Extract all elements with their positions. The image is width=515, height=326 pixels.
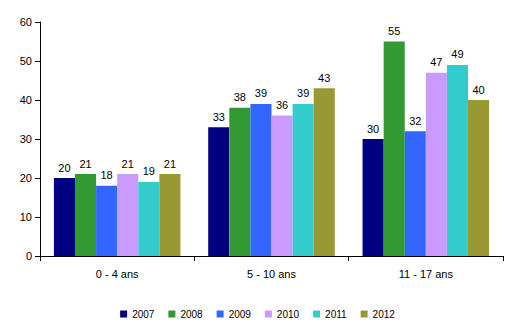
svg-text:2007: 2007 [132, 309, 155, 320]
svg-text:47: 47 [430, 56, 442, 68]
svg-text:55: 55 [388, 25, 400, 37]
svg-text:0: 0 [26, 250, 32, 262]
svg-text:20: 20 [58, 162, 70, 174]
svg-text:5 - 10 ans: 5 - 10 ans [247, 268, 296, 280]
svg-text:2009: 2009 [229, 309, 252, 320]
svg-text:33: 33 [213, 111, 225, 123]
svg-text:2011: 2011 [325, 309, 347, 320]
svg-text:50: 50 [20, 55, 32, 67]
svg-text:38: 38 [234, 91, 246, 103]
svg-text:20: 20 [20, 172, 32, 184]
svg-text:40: 40 [472, 84, 484, 96]
svg-text:10: 10 [20, 211, 32, 223]
svg-text:30: 30 [367, 123, 379, 135]
svg-text:30: 30 [20, 133, 32, 145]
svg-text:40: 40 [20, 94, 32, 106]
svg-text:0 - 4 ans: 0 - 4 ans [96, 268, 139, 280]
svg-text:36: 36 [276, 99, 288, 111]
svg-text:43: 43 [318, 72, 330, 84]
svg-text:18: 18 [100, 169, 112, 181]
svg-text:21: 21 [122, 158, 134, 170]
svg-text:21: 21 [164, 158, 176, 170]
svg-text:60: 60 [20, 16, 32, 28]
svg-text:39: 39 [297, 87, 309, 99]
svg-text:39: 39 [255, 87, 267, 99]
svg-text:21: 21 [79, 158, 91, 170]
svg-text:2008: 2008 [180, 309, 203, 320]
svg-text:11 - 17 ans: 11 - 17 ans [399, 268, 454, 280]
svg-text:49: 49 [451, 48, 463, 60]
svg-text:2012: 2012 [373, 309, 396, 320]
svg-text:19: 19 [143, 165, 155, 177]
svg-text:2010: 2010 [277, 309, 300, 320]
svg-text:32: 32 [409, 115, 421, 127]
